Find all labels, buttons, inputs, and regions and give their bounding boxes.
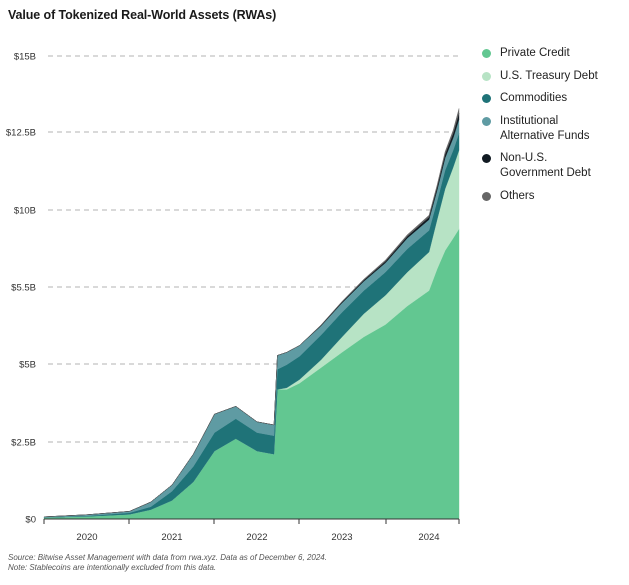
x-tick-label: 2022 — [246, 532, 267, 543]
legend-item: U.S. Treasury Debt — [482, 69, 622, 84]
legend-swatch — [482, 49, 491, 58]
area-layer — [43, 108, 460, 520]
y-tick-label: $0 — [25, 515, 36, 526]
y-tick-label: $5.5B — [11, 283, 36, 294]
legend-swatch — [482, 191, 491, 201]
legend-label: Commodities — [500, 92, 568, 104]
legend-swatch — [482, 94, 491, 103]
note-footnote: Note: Stablecoins are intentionally excl… — [8, 563, 217, 572]
x-tick-label: 2024 — [418, 532, 439, 543]
y-tick-label: $15B — [14, 52, 36, 63]
chart-title: Value of Tokenized Real-World Assets (RW… — [8, 8, 277, 22]
legend-swatch — [482, 116, 491, 126]
x-tick-label: 2020 — [76, 532, 97, 543]
area-others — [43, 108, 460, 517]
legend-item: Institutional Alternative Funds — [482, 114, 622, 144]
legend-item: Private Credit — [482, 46, 622, 61]
x-tick-label: 2023 — [331, 532, 352, 543]
legend-label: Non-U.S. Government Debt — [500, 152, 591, 179]
legend-item: Non-U.S. Government Debt — [482, 151, 622, 181]
y-tick-label: $5B — [19, 360, 36, 371]
source-footnote: Source: Bitwise Asset Management with da… — [8, 553, 327, 562]
legend-label: Others — [500, 189, 535, 202]
legend-label: Institutional Alternative Funds — [500, 114, 590, 142]
legend-swatch — [482, 71, 491, 81]
legend: Private Credit U.S. Treasury Debt Commodit… — [482, 46, 622, 211]
legend-label: U.S. Treasury Debt — [500, 69, 598, 82]
axis-layer: $0 $2.5B $5B $5.5B $10B $12.5B $15B 2020 2021 202… — [6, 52, 460, 543]
y-tick-label: $2.5B — [11, 438, 36, 449]
legend-item: Commodities — [482, 91, 622, 106]
legend-item: Others — [482, 189, 622, 204]
y-tick-label: $12.5B — [6, 128, 36, 139]
x-tick-label: 2021 — [161, 532, 182, 543]
legend-label: Private Credit — [500, 47, 570, 59]
legend-swatch — [482, 154, 491, 163]
y-tick-label: $10B — [14, 206, 36, 217]
